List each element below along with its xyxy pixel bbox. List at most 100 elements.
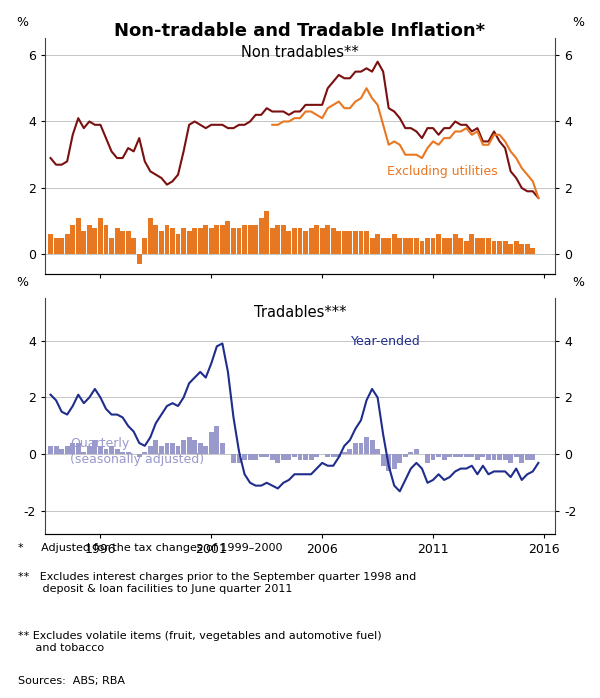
Bar	[425, 238, 430, 255]
Bar	[236, 228, 241, 255]
Bar	[148, 446, 153, 454]
Bar	[325, 225, 330, 255]
Bar	[436, 235, 441, 255]
Bar	[120, 452, 125, 454]
Bar	[392, 454, 397, 468]
Text: ** Excludes volatile items (fruit, vegetables and automotive fuel)
     and toba: ** Excludes volatile items (fruit, veget…	[18, 631, 382, 653]
Bar	[364, 438, 369, 454]
Bar	[126, 452, 131, 454]
Bar	[98, 218, 103, 255]
Bar	[120, 231, 125, 255]
Bar	[308, 454, 314, 460]
Bar	[486, 238, 491, 255]
Bar	[53, 238, 59, 255]
Bar	[259, 218, 263, 255]
Bar	[431, 454, 436, 460]
Bar	[425, 454, 430, 463]
Bar	[265, 211, 269, 255]
Bar	[253, 225, 258, 255]
Bar	[142, 238, 147, 255]
Bar	[530, 248, 535, 255]
Bar	[292, 454, 297, 457]
Bar	[181, 440, 186, 454]
Bar	[303, 454, 308, 460]
Bar	[525, 244, 530, 255]
Bar	[525, 454, 530, 460]
Bar	[248, 225, 253, 255]
Bar	[292, 228, 297, 255]
Bar	[82, 231, 86, 255]
Bar	[187, 438, 191, 454]
Bar	[286, 454, 292, 460]
Bar	[281, 225, 286, 255]
Bar	[453, 454, 458, 457]
Bar	[198, 228, 203, 255]
Bar	[115, 228, 119, 255]
Bar	[154, 440, 158, 454]
Bar	[270, 228, 275, 255]
Bar	[314, 225, 319, 255]
Bar	[236, 454, 241, 463]
Bar	[275, 454, 280, 463]
Bar	[98, 446, 103, 454]
Bar	[220, 225, 225, 255]
Bar	[497, 241, 502, 255]
Bar	[520, 454, 524, 463]
Bar	[375, 235, 380, 255]
Bar	[70, 443, 75, 454]
Bar	[458, 454, 463, 457]
Text: Quarterly
(seasonally adjusted): Quarterly (seasonally adjusted)	[71, 437, 205, 466]
Bar	[214, 426, 219, 454]
Bar	[414, 449, 419, 454]
Bar	[469, 454, 474, 457]
Bar	[520, 244, 524, 255]
Bar	[48, 446, 53, 454]
Bar	[164, 225, 169, 255]
Bar	[431, 238, 436, 255]
Text: Non tradables**: Non tradables**	[241, 45, 359, 61]
Text: %: %	[572, 276, 584, 288]
Bar	[59, 238, 64, 255]
Bar	[231, 228, 236, 255]
Bar	[530, 454, 535, 460]
Bar	[464, 454, 469, 457]
Bar	[464, 241, 469, 255]
Bar	[303, 231, 308, 255]
Bar	[381, 454, 386, 466]
Bar	[137, 255, 142, 265]
Bar	[436, 454, 441, 457]
Bar	[70, 225, 75, 255]
Text: %: %	[572, 16, 584, 29]
Bar	[65, 446, 70, 454]
Bar	[198, 443, 203, 454]
Bar	[481, 238, 485, 255]
Text: Tradables***: Tradables***	[254, 305, 346, 320]
Bar	[265, 454, 269, 457]
Bar	[337, 454, 341, 457]
Bar	[148, 218, 153, 255]
Bar	[331, 454, 336, 457]
Bar	[187, 231, 191, 255]
Bar	[170, 443, 175, 454]
Bar	[203, 225, 208, 255]
Bar	[342, 452, 347, 454]
Bar	[386, 454, 391, 471]
Bar	[475, 238, 480, 255]
Bar	[514, 241, 518, 255]
Bar	[453, 235, 458, 255]
Bar	[82, 452, 86, 454]
Text: **   Excludes interest charges prior to the September quarter 1998 and
       de: ** Excludes interest charges prior to th…	[18, 572, 416, 594]
Bar	[248, 454, 253, 460]
Bar	[242, 225, 247, 255]
Text: %: %	[16, 16, 28, 29]
Bar	[76, 443, 81, 454]
Bar	[220, 443, 225, 454]
Bar	[192, 228, 197, 255]
Bar	[353, 443, 358, 454]
Bar	[403, 238, 408, 255]
Bar	[231, 454, 236, 463]
Bar	[469, 235, 474, 255]
Bar	[159, 446, 164, 454]
Bar	[347, 449, 352, 454]
Bar	[342, 231, 347, 255]
